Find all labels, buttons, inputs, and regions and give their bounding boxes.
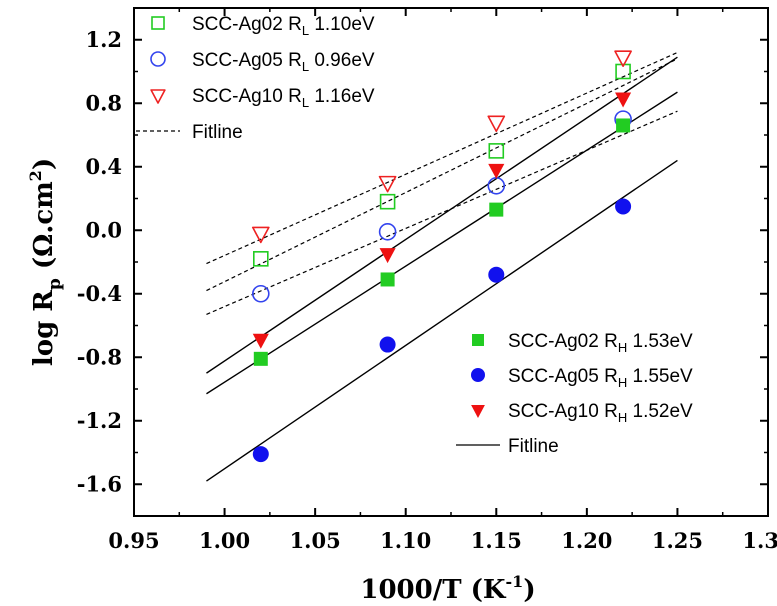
legend-marker (471, 405, 485, 418)
fit-lines (206, 51, 678, 482)
y-tick-label: -1.2 (77, 408, 122, 433)
fit-line-series-1 (206, 110, 678, 315)
data-point-series-1 (378, 223, 397, 241)
data-point-series-0 (253, 251, 269, 267)
y-tick-label: -1.6 (77, 471, 122, 496)
y-axis-title: log Rp (Ω.cm2) (26, 158, 65, 366)
x-tick-label: 1.05 (290, 528, 341, 553)
y-tick-label: -0.4 (77, 281, 122, 306)
legend-fit-label: Fitline (508, 436, 559, 457)
legend-marker (472, 334, 484, 346)
legend-top-left: SCC-Ag02 RL 1.10eV SCC-Ag05 RL 0.96eV SCC-… (136, 14, 375, 143)
data-point-series-3 (253, 351, 268, 366)
data-point-series-5 (488, 163, 505, 179)
data-point-series-0 (379, 193, 396, 210)
x-tick-label: 1.25 (652, 528, 703, 553)
data-point-series-0 (488, 143, 505, 159)
y-axis-title-tail: ) (29, 158, 59, 170)
data-point-series-2 (614, 50, 632, 68)
data-point-series-3 (616, 118, 631, 133)
plot-frame (133, 7, 769, 517)
data-point-series-5 (615, 92, 632, 108)
fit-line-series-5 (206, 56, 678, 374)
x-tick-label: 1.30 (742, 528, 777, 553)
data-point-series-1 (487, 177, 506, 195)
legends: SCC-Ag02 RL 1.10eV SCC-Ag05 RL 0.96eV SCC-… (136, 14, 693, 457)
data-point-series-0 (615, 63, 631, 80)
data-point-series-2 (251, 226, 270, 244)
legend-marker (150, 89, 166, 104)
data-point-series-3 (380, 272, 395, 287)
x-axis-title-tail: ) (523, 575, 535, 605)
y-tick-label: 0.0 (85, 217, 122, 242)
legend-label: SCC-Ag02 RH 1.53eV (508, 331, 693, 355)
x-tick-label: 0.95 (108, 528, 159, 553)
legend-marker (151, 16, 165, 30)
axis-ticks: 0.95 1.00 1.05 1.10 1.15 1.20 1.25 1.30 -1.6 -1.2… (77, 8, 777, 553)
y-axis-title-sub: p (45, 278, 65, 290)
y-axis-title-unit: (Ω.cm (29, 181, 59, 278)
legend-label: SCC-Ag02 RL 1.10eV (192, 14, 375, 38)
legend-marker (150, 51, 166, 67)
x-tick-label: 1.10 (380, 528, 431, 553)
y-tick-label: -0.8 (77, 344, 122, 369)
data-point-series-4 (379, 336, 396, 353)
x-axis-title-sup: -1 (506, 572, 524, 591)
y-tick-label: 0.8 (85, 90, 122, 115)
fit-line-series-3 (206, 91, 678, 395)
y-tick-label: 0.4 (85, 154, 122, 179)
data-point-series-2 (378, 175, 397, 193)
legend-fit-label: Fitline (192, 122, 243, 143)
data-point-series-5 (379, 248, 396, 264)
fit-line-series-0 (206, 58, 678, 292)
data-point-series-4 (252, 446, 269, 463)
fit-line-series-2 (206, 51, 678, 265)
data-point-series-5 (252, 333, 269, 349)
legend-marker (471, 368, 485, 382)
data-markers (251, 50, 632, 463)
fit-line-series-4 (206, 159, 678, 482)
legend-bottom-right: SCC-Ag02 RH 1.53eV SCC-Ag05 RH 1.55eV SCC-… (456, 331, 693, 457)
legend-label: SCC-Ag10 RH 1.52eV (508, 401, 693, 425)
legend-label: SCC-Ag05 RH 1.55eV (508, 366, 693, 390)
legend-label: SCC-Ag10 RL 1.16eV (192, 86, 375, 110)
data-point-series-4 (488, 266, 505, 283)
x-tick-label: 1.00 (199, 528, 250, 553)
data-point-series-1 (251, 284, 270, 303)
x-axis-title: 1000/T (K-1) (360, 572, 535, 605)
data-point-series-4 (615, 198, 632, 215)
data-point-series-2 (487, 115, 506, 133)
y-axis-title-sup: 2 (26, 170, 45, 181)
x-tick-label: 1.20 (561, 528, 612, 553)
y-tick-label: 1.2 (85, 27, 122, 52)
x-tick-label: 1.15 (471, 528, 522, 553)
data-point-series-3 (489, 202, 504, 217)
legend-label: SCC-Ag05 RL 0.96eV (192, 50, 375, 74)
